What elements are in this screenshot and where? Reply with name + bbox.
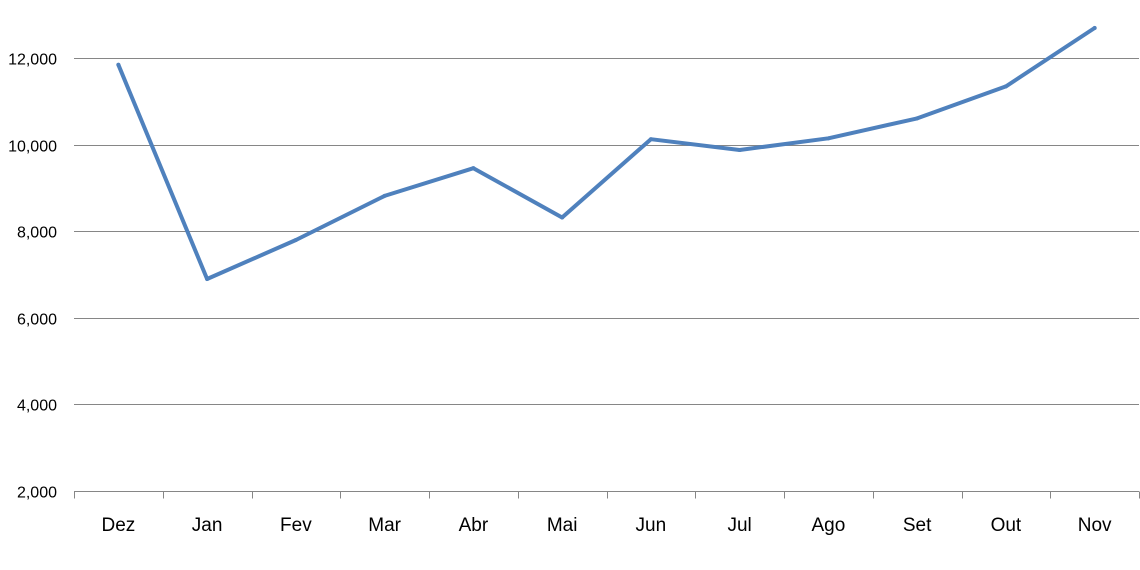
data-point — [293, 238, 298, 243]
gridlines — [74, 58, 1139, 405]
x-tick-label: Jan — [192, 515, 223, 536]
data-point — [1003, 84, 1008, 89]
x-tick-label: Nov — [1078, 515, 1112, 536]
y-tick-label: 2,000 — [17, 485, 57, 502]
y-axis-tick-labels: 2,000 4,000 6,000 8,000 10,000 12,000 — [8, 52, 57, 502]
series-layer — [116, 25, 1097, 281]
x-axis-tick-labels: Dez Jan Fev Mar Abr Mai Jun Jul Ago Set Out Nov — [101, 515, 1112, 536]
x-tick-label: Mai — [547, 515, 578, 536]
data-point — [737, 148, 742, 153]
x-tick-label: Abr — [459, 515, 489, 536]
x-tick-label: Out — [991, 515, 1022, 536]
x-tick-label: Fev — [280, 515, 312, 536]
y-tick-label: 10,000 — [8, 139, 57, 156]
x-tick-label: Mar — [368, 515, 401, 536]
y-tick-label: 6,000 — [17, 312, 57, 329]
data-point — [560, 215, 565, 220]
data-point — [826, 136, 831, 141]
data-point — [915, 116, 920, 121]
data-point — [648, 137, 653, 142]
x-tick-label: Set — [903, 515, 932, 536]
x-tick-label: Ago — [811, 515, 845, 536]
series-line — [116, 26, 1097, 281]
data-point — [471, 166, 476, 171]
data-point — [382, 193, 387, 198]
data-point — [116, 62, 121, 67]
y-tick-label: 8,000 — [17, 225, 57, 242]
y-tick-label: 12,000 — [8, 52, 57, 69]
data-point — [205, 276, 210, 281]
x-tick-label: Jun — [636, 515, 667, 536]
x-tick-label: Dez — [101, 515, 135, 536]
data-point — [1092, 25, 1097, 30]
x-tick-label: Jul — [727, 515, 751, 536]
x-axis — [74, 491, 1140, 499]
y-tick-label: 4,000 — [17, 398, 57, 415]
